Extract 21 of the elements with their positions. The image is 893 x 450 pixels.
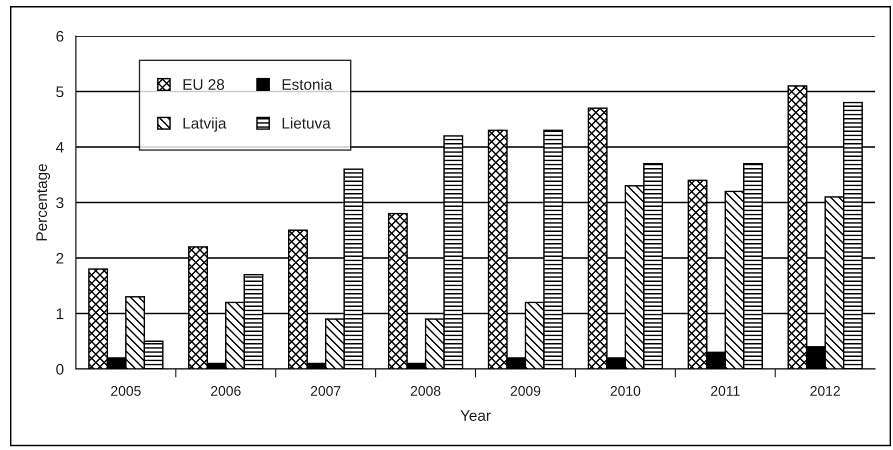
legend-label: EU 28 (184, 79, 224, 90)
x-tick-label: 2005 (111, 386, 141, 396)
x-tick-label: 2008 (410, 386, 440, 396)
y-tick-label: 6 (56, 30, 64, 42)
y-axis-title: Percentage (36, 164, 50, 240)
x-axis-title: Year (460, 410, 491, 421)
x-tick-label: 2009 (510, 386, 540, 396)
y-tick-label: 0 (56, 364, 64, 375)
x-tick-label: 2007 (310, 386, 340, 396)
legend-label: Lietuva (282, 117, 331, 129)
x-tick-label: 2010 (610, 386, 640, 396)
y-tick-label: 3 (56, 197, 64, 208)
y-tick-label: 2 (56, 252, 64, 264)
legend-label: Estonia (282, 78, 332, 90)
x-tick-label: 2012 (810, 386, 840, 396)
y-tick-label: 1 (56, 308, 64, 320)
x-tick-label: 2006 (211, 386, 241, 396)
legend-label: Latvija (184, 117, 226, 132)
y-tick-label: 4 (56, 142, 64, 153)
y-tick-label: 5 (56, 86, 64, 98)
x-tick-label: 2011 (711, 386, 740, 396)
